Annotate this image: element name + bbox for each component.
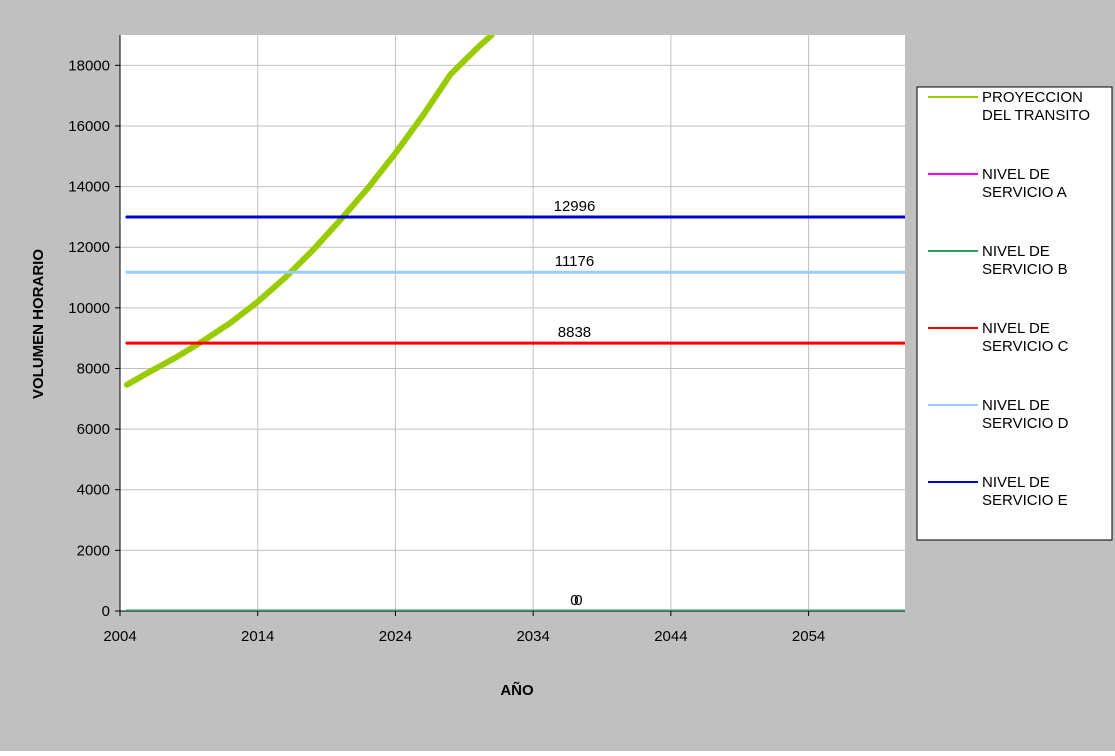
legend-label: SERVICIO A	[982, 184, 1067, 201]
legend-label: DEL TRANSITO	[982, 107, 1090, 124]
x-tick-label: 2034	[516, 628, 549, 645]
y-tick-label: 2000	[77, 542, 110, 559]
axes: 2004 2014 2024 2034 2044 2054 0 2000 4000 6000 800…	[68, 35, 905, 645]
data-label: 0	[574, 592, 582, 609]
legend-label: NIVEL DE	[982, 474, 1050, 491]
legend-label: PROYECCION	[982, 89, 1083, 106]
series-lines	[123, 35, 905, 611]
data-label: 8838	[558, 324, 591, 341]
legend-label: SERVICIO B	[982, 261, 1068, 278]
legend-box	[916, 86, 1113, 541]
x-tick-label: 2004	[103, 628, 136, 645]
data-label: 12996	[554, 198, 596, 215]
x-axis-label: AÑO	[500, 681, 534, 699]
legend-label: NIVEL DE	[982, 166, 1050, 183]
plot-area	[120, 35, 905, 611]
x-tick-label: 2044	[654, 628, 687, 645]
legend-label: NIVEL DE	[982, 243, 1050, 260]
y-tick-label: 4000	[77, 482, 110, 499]
legend-label: SERVICIO E	[982, 492, 1068, 509]
data-label: 11176	[555, 253, 595, 270]
x-tick-label: 2054	[792, 628, 825, 645]
data-label: 0	[570, 592, 578, 609]
y-tick-label: 16000	[68, 118, 110, 135]
data-labels: 12996 11176 8838 00	[554, 198, 596, 609]
y-tick-label: 8000	[77, 360, 110, 377]
y-tick-label: 6000	[77, 421, 110, 438]
y-axis-label: VOLUMEN HORARIO	[30, 249, 47, 399]
legend-label: SERVICIO C	[982, 338, 1069, 355]
legend-label: NIVEL DE	[982, 397, 1050, 414]
y-tick-label: 10000	[68, 300, 110, 317]
x-tick-label: 2014	[241, 628, 274, 645]
legend-label: SERVICIO D	[982, 415, 1069, 432]
y-tick-label: 14000	[68, 179, 110, 196]
y-tick-label: 12000	[68, 239, 110, 256]
series-line-1	[123, 35, 495, 388]
x-tick-label: 2024	[379, 628, 412, 645]
y-tick-label: 0	[102, 603, 110, 620]
legend-label: NIVEL DE	[982, 320, 1050, 337]
y-tick-label: 18000	[68, 57, 110, 74]
gridlines	[119, 35, 905, 612]
